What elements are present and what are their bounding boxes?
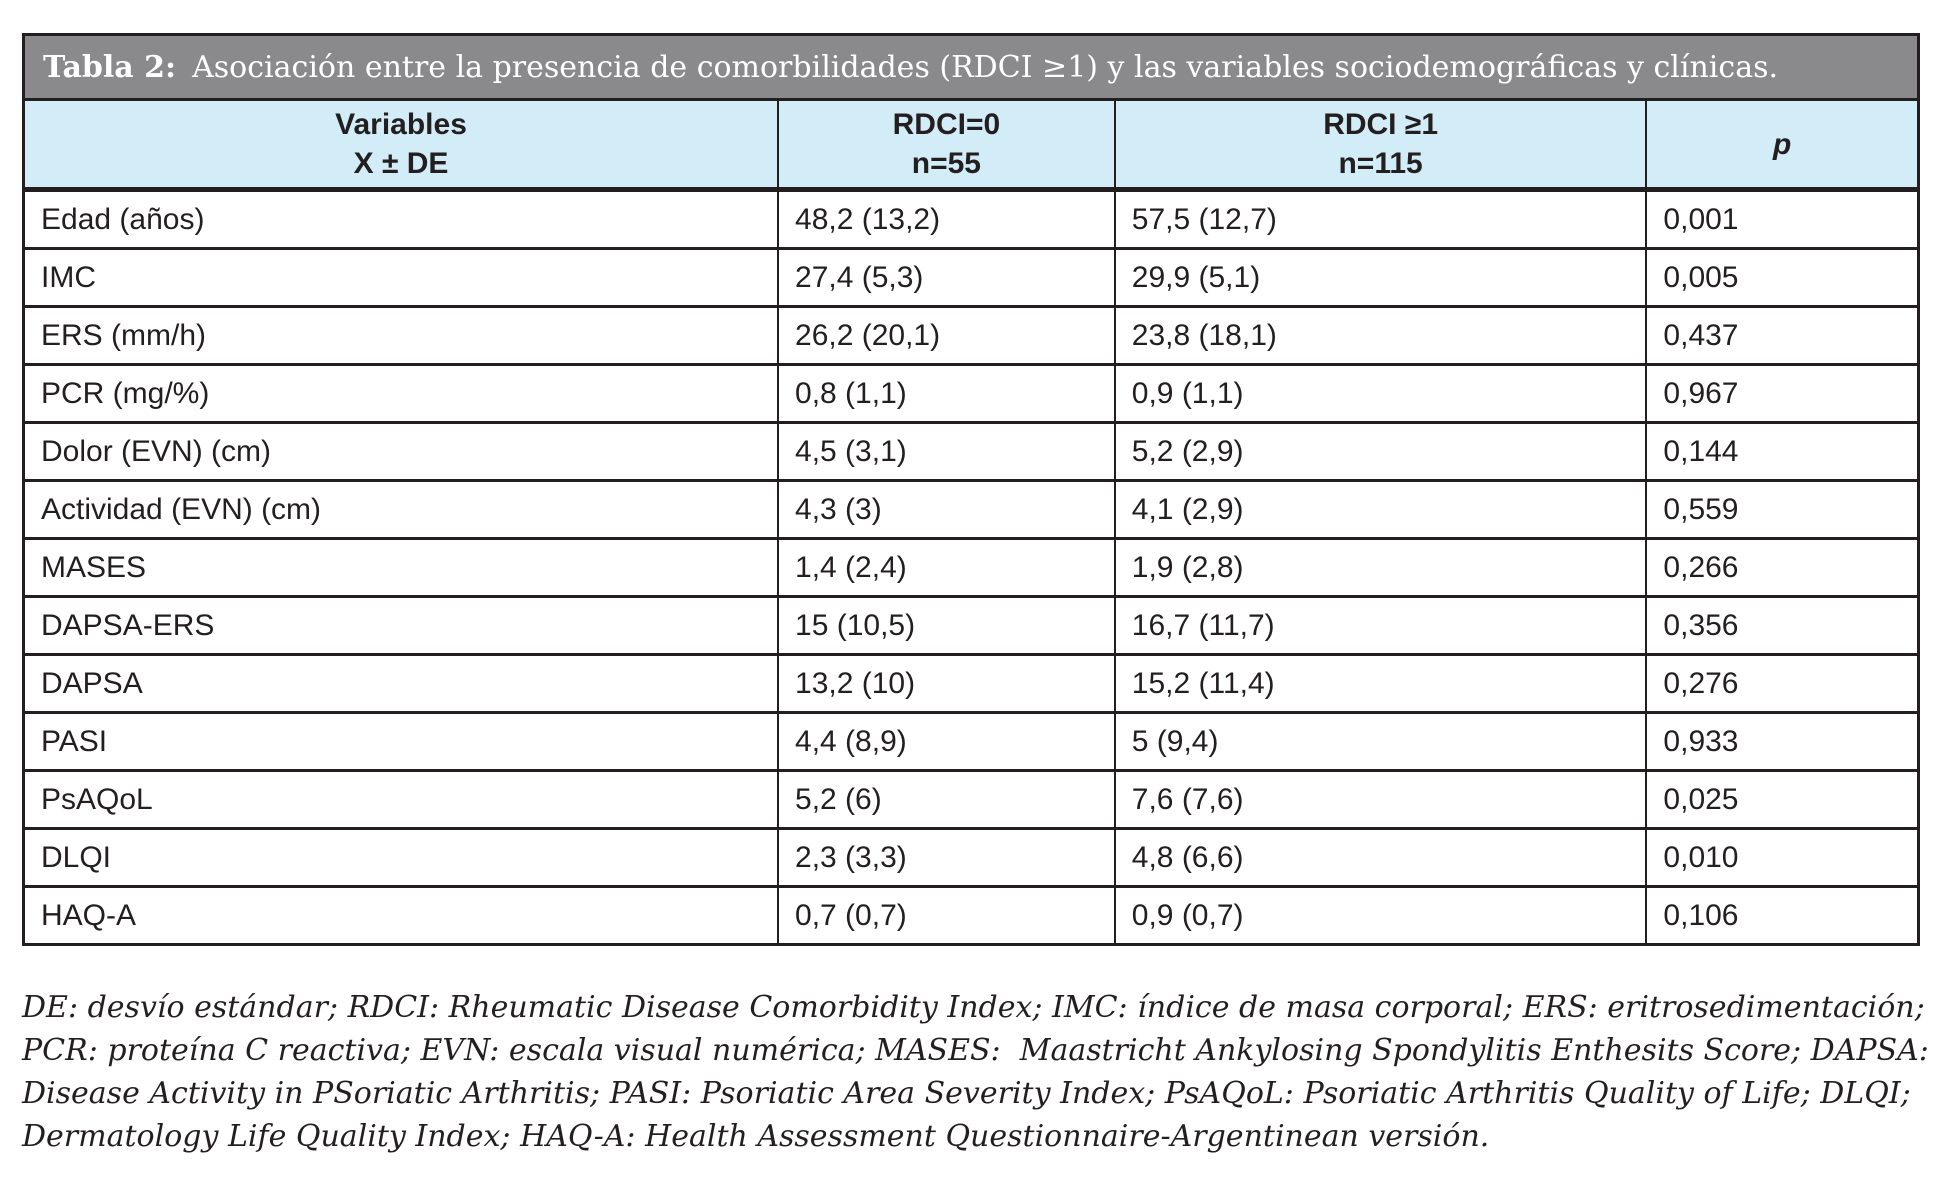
cell-p-value: 0,001 bbox=[1645, 189, 1917, 249]
cell-rdci0-value: 13,2 (10) bbox=[777, 653, 1115, 713]
cell-rdci1-value: 5 (9,4) bbox=[1113, 711, 1647, 771]
column-header-line1: p bbox=[1773, 127, 1792, 161]
table-row: ERS (mm/h) 26,2 (20,1) 23,8 (18,1) 0,437 bbox=[25, 305, 1917, 365]
table-row: DLQI 2,3 (3,3) 4,8 (6,6) 0,010 bbox=[25, 827, 1917, 887]
column-header-line2: n=55 bbox=[911, 147, 981, 180]
cell-rdci1-value: 4,8 (6,6) bbox=[1113, 827, 1647, 887]
table-2: Tabla 2: Asociación entre la presencia d… bbox=[22, 33, 1920, 946]
cell-p-value: 0,025 bbox=[1645, 769, 1917, 829]
cell-rdci0-value: 15 (10,5) bbox=[777, 595, 1115, 655]
table-row: PsAQoL 5,2 (6) 7,6 (7,6) 0,025 bbox=[25, 769, 1917, 829]
cell-rdci0-value: 2,3 (3,3) bbox=[777, 827, 1115, 887]
table-row: DAPSA 13,2 (10) 15,2 (11,4) 0,276 bbox=[25, 653, 1917, 713]
row-variable-label: PsAQoL bbox=[25, 769, 779, 829]
cell-rdci1-value: 4,1 (2,9) bbox=[1113, 479, 1647, 539]
cell-rdci1-value: 29,9 (5,1) bbox=[1113, 247, 1647, 307]
row-variable-label: Dolor (EVN) (cm) bbox=[25, 421, 779, 481]
table-row: Actividad (EVN) (cm) 4,3 (3) 4,1 (2,9) 0… bbox=[25, 479, 1917, 539]
cell-p-value: 0,005 bbox=[1645, 247, 1917, 307]
cell-rdci1-value: 15,2 (11,4) bbox=[1113, 653, 1647, 713]
cell-rdci0-value: 4,3 (3) bbox=[777, 479, 1115, 539]
table-title-text: Asociación entre la presencia de comorbi… bbox=[192, 49, 1779, 85]
data-table: Variables X ± DE RDCI=0 n=55 RDCI ≥1 n=1… bbox=[25, 101, 1917, 943]
cell-rdci0-value: 4,4 (8,9) bbox=[777, 711, 1115, 771]
cell-rdci0-value: 5,2 (6) bbox=[777, 769, 1115, 829]
cell-p-value: 0,356 bbox=[1645, 595, 1917, 655]
cell-rdci0-value: 0,8 (1,1) bbox=[777, 363, 1115, 423]
column-header-rdci1: RDCI ≥1 n=115 bbox=[1113, 101, 1647, 192]
row-variable-label: MASES bbox=[25, 537, 779, 597]
row-variable-label: DLQI bbox=[25, 827, 779, 887]
cell-rdci1-value: 5,2 (2,9) bbox=[1113, 421, 1647, 481]
footnote-line: DE: desvío estándar; RDCI: Rheumatic Dis… bbox=[22, 990, 1925, 1025]
cell-rdci0-value: 4,5 (3,1) bbox=[777, 421, 1115, 481]
cell-p-value: 0,933 bbox=[1645, 711, 1917, 771]
table-row: PCR (mg/%) 0,8 (1,1) 0,9 (1,1) 0,967 bbox=[25, 363, 1917, 423]
cell-p-value: 0,144 bbox=[1645, 421, 1917, 481]
cell-rdci0-value: 48,2 (13,2) bbox=[777, 189, 1115, 249]
row-variable-label: ERS (mm/h) bbox=[25, 305, 779, 365]
cell-rdci1-value: 7,6 (7,6) bbox=[1113, 769, 1647, 829]
column-header-line1: RDCI ≥1 bbox=[1323, 108, 1439, 141]
cell-p-value: 0,276 bbox=[1645, 653, 1917, 713]
cell-rdci1-value: 1,9 (2,8) bbox=[1113, 537, 1647, 597]
table-row: IMC 27,4 (5,3) 29,9 (5,1) 0,005 bbox=[25, 247, 1917, 307]
table-row: Dolor (EVN) (cm) 4,5 (3,1) 5,2 (2,9) 0,1… bbox=[25, 421, 1917, 481]
cell-rdci1-value: 16,7 (11,7) bbox=[1113, 595, 1647, 655]
column-header-line2: n=115 bbox=[1338, 147, 1423, 180]
column-header-variables: Variables X ± DE bbox=[25, 101, 779, 192]
column-header-p: p bbox=[1645, 101, 1917, 192]
footnote-line: Dermatology Life Quality Index; HAQ-A: H… bbox=[22, 1119, 1490, 1154]
table-row: HAQ-A 0,7 (0,7) 0,9 (0,7) 0,106 bbox=[25, 885, 1917, 943]
cell-rdci0-value: 0,7 (0,7) bbox=[777, 885, 1115, 943]
table-row: PASI 4,4 (8,9) 5 (9,4) 0,933 bbox=[25, 711, 1917, 771]
table-row: MASES 1,4 (2,4) 1,9 (2,8) 0,266 bbox=[25, 537, 1917, 597]
row-variable-label: PCR (mg/%) bbox=[25, 363, 779, 423]
column-header-line1: RDCI=0 bbox=[892, 108, 1001, 141]
cell-rdci1-value: 0,9 (1,1) bbox=[1113, 363, 1647, 423]
table-title-bar: Tabla 2: Asociación entre la presencia d… bbox=[25, 36, 1917, 101]
row-variable-label: HAQ-A bbox=[25, 885, 779, 943]
table-row: Edad (años) 48,2 (13,2) 57,5 (12,7) 0,00… bbox=[25, 189, 1917, 249]
column-header-line2: X ± DE bbox=[353, 147, 449, 180]
cell-rdci0-value: 26,2 (20,1) bbox=[777, 305, 1115, 365]
row-variable-label: Edad (años) bbox=[41, 202, 205, 236]
footnote-line: Disease Activity in PSoriatic Arthritis;… bbox=[22, 1076, 1911, 1111]
cell-p-value: 0,266 bbox=[1645, 537, 1917, 597]
table-row: DAPSA-ERS 15 (10,5) 16,7 (11,7) 0,356 bbox=[25, 595, 1917, 655]
footnote-line: PCR: proteína C reactiva; EVN: escala vi… bbox=[22, 1033, 1929, 1068]
cell-p-value: 0,967 bbox=[1645, 363, 1917, 423]
row-variable-label: DAPSA-ERS bbox=[25, 595, 779, 655]
row-variable-label: Actividad (EVN) (cm) bbox=[25, 479, 779, 539]
footnote: DE: desvío estándar; RDCI: Rheumatic Dis… bbox=[22, 986, 1929, 1158]
column-header-rdci0: RDCI=0 n=55 bbox=[777, 101, 1115, 192]
cell-rdci0-value: 1,4 (2,4) bbox=[777, 537, 1115, 597]
row-variable-label: PASI bbox=[25, 711, 779, 771]
cell-p-value: 0,559 bbox=[1645, 479, 1917, 539]
cell-p-value: 0,437 bbox=[1645, 305, 1917, 365]
cell-rdci1-value: 57,5 (12,7) bbox=[1113, 189, 1647, 249]
row-variable-label: DAPSA bbox=[25, 653, 779, 713]
row-variable-label: IMC bbox=[25, 247, 779, 307]
column-header-line1: Variables bbox=[335, 108, 467, 141]
cell-rdci1-value: 23,8 (18,1) bbox=[1113, 305, 1647, 365]
cell-p-value: 0,106 bbox=[1645, 885, 1917, 943]
column-header-row: Variables X ± DE RDCI=0 n=55 RDCI ≥1 n=1… bbox=[25, 101, 1917, 192]
cell-rdci1-value: 0,9 (0,7) bbox=[1113, 885, 1647, 943]
cell-p-value: 0,010 bbox=[1645, 827, 1917, 887]
table-title-label: Tabla 2: bbox=[43, 49, 177, 85]
cell-rdci0-value: 27,4 (5,3) bbox=[777, 247, 1115, 307]
